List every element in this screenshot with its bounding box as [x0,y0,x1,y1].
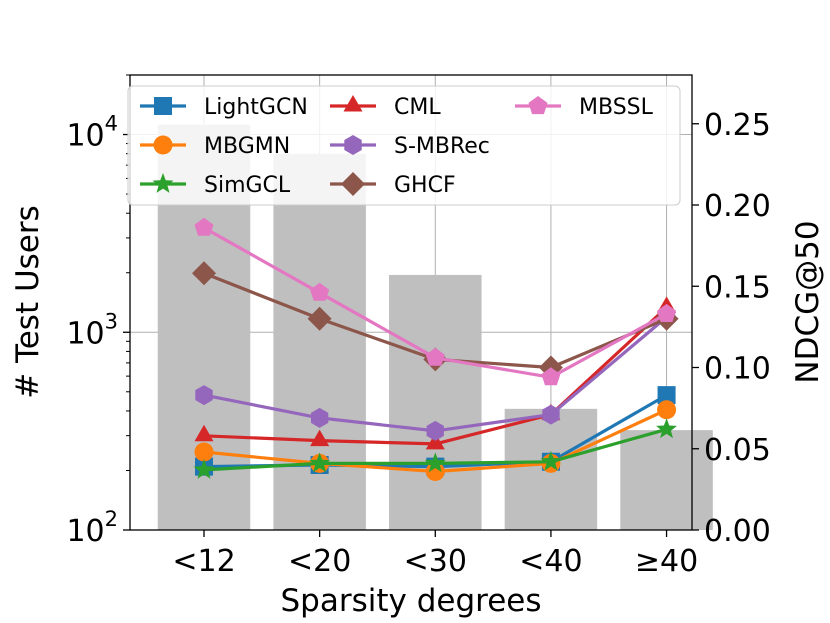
marker-pentagon [425,347,445,366]
x-tick-label: <20 [288,544,351,579]
marker-hexagon [344,135,362,155]
marker-triangle [310,429,330,447]
marker-circle [153,135,173,155]
x-axis-ticks: <12 <20 <30 <40 ≥40 [172,530,698,579]
marker-star [424,452,446,473]
right-axis-ticks: 0.00 0.05 0.10 0.15 0.20 0.25 [692,108,771,549]
line-series [192,217,679,481]
right-tick-label: 0.00 [704,514,771,549]
legend-label: MBSSL [579,95,654,120]
bar [389,274,482,530]
right-tick-label: 0.10 [704,352,771,387]
marker-star [309,452,331,473]
marker-hexagon [542,404,560,425]
legend-label: S-MBRec [394,134,490,159]
series-mbssl [194,217,677,386]
marker-circle [657,400,677,420]
marker-triangle [343,95,363,112]
x-tick-label: <12 [172,544,235,579]
marker-diamond [341,172,365,196]
marker-star [656,418,677,439]
marker-pentagon [310,282,330,301]
right-tick-label: 0.20 [704,189,771,224]
marker-hexagon [195,385,213,406]
left-tick-label: 103 [66,309,118,351]
legend-box [127,85,681,206]
marker-diamond [192,261,216,286]
marker-pentagon [541,367,561,386]
series-simgcl [193,418,677,479]
legend: LightGCN MBGMN SimGCL CML S-MBRec GHCF MBSSL [127,85,681,206]
legend-label: SimGCL [204,173,291,198]
marker-circle [194,442,214,462]
marker-hexagon [311,407,329,428]
left-tick-label: 104 [66,112,118,154]
legend-label: MBGMN [204,134,290,159]
right-tick-label: 0.15 [704,270,771,305]
marker-triangle [425,432,445,450]
marker-diamond [307,306,332,331]
left-tick-label: 102 [66,507,118,549]
plot-frame [129,74,693,531]
marker-star [540,450,562,471]
marker-triangle [194,424,214,442]
marker-star [152,173,174,193]
right-tick-label: 0.25 [704,108,771,143]
x-tick-label: <40 [519,544,582,579]
marker-hexagon [426,420,444,441]
right-tick-label: 0.05 [704,433,771,468]
marker-pentagon [528,96,548,115]
legend-label: LightGCN [204,95,308,120]
legend-label: GHCF [394,173,456,198]
left-axis-ticks: 102 103 104 [66,74,130,549]
marker-square [154,97,172,115]
x-tick-label: ≥40 [635,544,698,579]
marker-pentagon [194,217,214,236]
x-tick-label: <30 [404,544,467,579]
marker-square [657,386,676,405]
legend-label: CML [394,95,441,120]
x-axis-label: Sparsity degrees [280,583,541,619]
marker-star [193,458,215,479]
marker-pentagon [657,303,677,322]
right-axis-label: NDCG@50 [790,220,826,383]
bar [620,430,713,530]
left-axis-label: # Test Users [10,205,46,399]
